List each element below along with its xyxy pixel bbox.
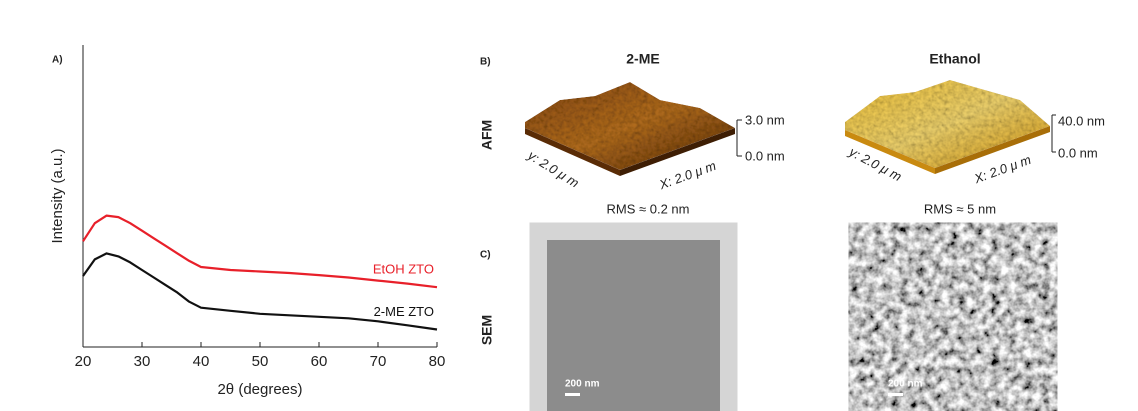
scale-bar-label: 200 nm (888, 379, 923, 390)
x-dimension: X: 2.0 μ m (656, 158, 718, 193)
sem-ethanol: 200 nm (866, 240, 1040, 411)
z-max: 3.0 nm (745, 112, 785, 127)
rms: RMS ≈ 5 nm (924, 201, 996, 216)
xrd-chart: 2θ (degrees) Intensity (a.u.) 20 30 40 50 60… (49, 45, 445, 398)
sem-texture (866, 240, 1040, 411)
panel-label: B) (480, 57, 491, 68)
series-label: 2-ME ZTO (374, 304, 434, 319)
x-tick-label: 30 (134, 353, 151, 370)
scale-bar-label: 200 nm (565, 379, 600, 390)
scale-bar (888, 393, 903, 396)
afm-side (935, 126, 1050, 174)
afm-ethanol: Ethanol 40.0 nm 0.0 nm y: 2.0 μ m X: 2.0… (845, 51, 1105, 216)
x-tick-label: 20 (75, 353, 92, 370)
sem-texture (547, 240, 720, 411)
afm-side (525, 128, 620, 176)
sample-title: 2-ME (626, 51, 659, 67)
row-label: SEM (479, 315, 495, 345)
x-tick-label: 70 (370, 353, 387, 370)
sem-2me: 200 nm (547, 240, 720, 411)
afm-surface (525, 82, 735, 170)
afm-side (620, 128, 735, 176)
series-line (82, 252, 438, 331)
x-axis-label: 2θ (degrees) (217, 381, 302, 398)
z-min: 0.0 nm (745, 148, 785, 163)
x-tick-label: 80 (429, 353, 446, 370)
panel-label: A) (52, 55, 63, 66)
afm-2me: 2-ME 3.0 nm 0.0 nm y: 2.0 μ m X: 2.0 μ m… (525, 51, 785, 217)
x-tick-label: 50 (252, 353, 269, 370)
panel-label: C) (480, 250, 491, 261)
row-label: AFM (479, 120, 495, 150)
y-axis-label: Intensity (a.u.) (49, 148, 66, 243)
series-label: EtOH ZTO (373, 262, 434, 277)
z-max: 40.0 nm (1058, 113, 1105, 128)
afm-surface (845, 80, 1050, 168)
afm-side (845, 130, 935, 174)
sample-title: Ethanol (929, 51, 980, 67)
x-tick-label: 40 (193, 353, 210, 370)
series-line (82, 214, 438, 289)
z-min: 0.0 nm (1058, 145, 1098, 160)
rms: RMS ≈ 0.2 nm (607, 201, 690, 216)
x-tick-label: 60 (311, 353, 328, 370)
scale-bar (565, 393, 580, 396)
